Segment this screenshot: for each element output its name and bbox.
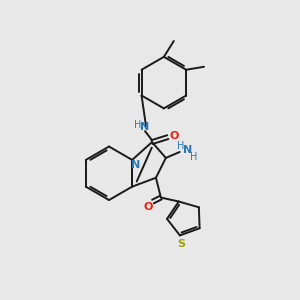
Text: H: H [190,152,197,162]
Text: N: N [183,145,192,155]
Text: H: H [134,120,142,130]
Text: S: S [177,239,185,249]
Text: N: N [130,160,140,170]
Text: N: N [140,122,150,132]
Text: O: O [143,202,153,212]
Text: H: H [177,141,184,151]
Text: O: O [169,131,178,141]
